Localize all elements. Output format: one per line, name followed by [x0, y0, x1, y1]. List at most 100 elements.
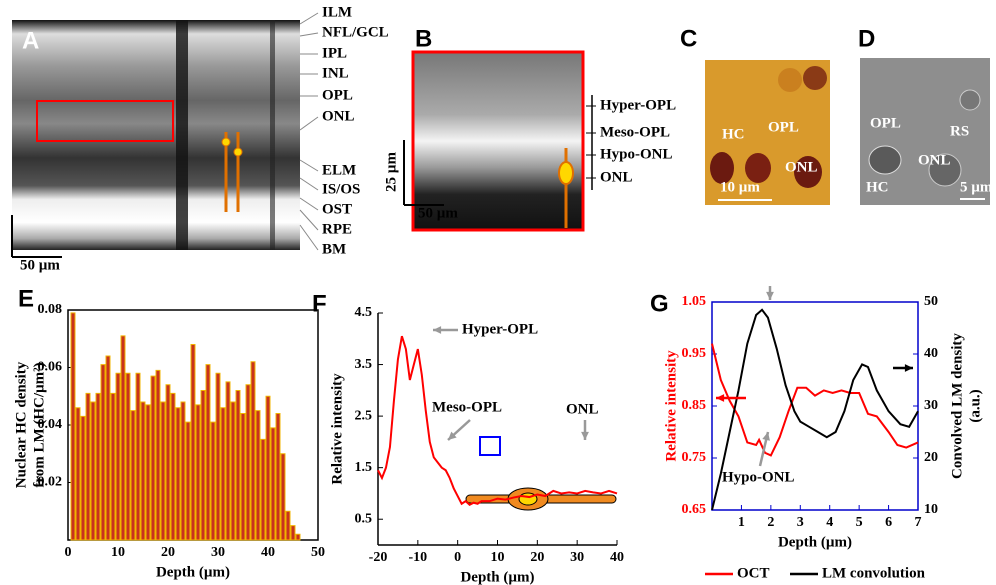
legend-label: OCT	[737, 565, 770, 581]
image-label: OPL	[768, 119, 799, 135]
panel-d-image	[860, 58, 990, 205]
bar	[80, 415, 86, 541]
x-tick-label: 20	[530, 550, 544, 565]
bar	[195, 404, 201, 541]
bar	[280, 453, 286, 541]
scale-label: 25 µm	[383, 152, 399, 192]
scale-label: 50 µm	[20, 257, 60, 273]
image-label: HC	[866, 179, 889, 195]
x-tick-label: 10	[491, 550, 505, 565]
layer-label: Hyper-OPL	[600, 97, 676, 113]
bar	[225, 381, 231, 541]
y2-axis-label: (a.u.)	[967, 389, 983, 422]
layer-label: ONL	[600, 169, 633, 185]
layer-label: OST	[322, 201, 352, 217]
y-tick-label: 0.75	[682, 450, 707, 465]
layer-label: OPL	[322, 87, 353, 103]
x-tick-label: 6	[885, 515, 892, 530]
x-tick-label: 40	[261, 545, 275, 560]
bar	[185, 421, 191, 541]
arrow-head	[766, 291, 774, 300]
bar	[100, 364, 106, 541]
y-tick-label: 0.06	[38, 360, 63, 375]
bar	[190, 344, 196, 541]
panel-label: F	[312, 290, 327, 317]
annotation: ONL	[566, 401, 599, 417]
x-tick-label: 10	[111, 545, 125, 560]
x-tick-label: -20	[369, 550, 388, 565]
panel-b-image	[403, 50, 593, 232]
bar	[175, 407, 181, 541]
bar	[160, 401, 166, 541]
scale-label: 10 µm	[720, 179, 760, 195]
bar	[295, 533, 301, 541]
arrow-head	[904, 364, 913, 372]
bar	[130, 410, 136, 541]
bar	[240, 413, 246, 541]
layer-label: IS/OS	[322, 181, 360, 197]
y-axis-label: Relative intensity	[329, 373, 345, 485]
bar	[70, 312, 76, 541]
y-axis-label: Relative intensity	[663, 350, 679, 462]
leader-line	[299, 116, 319, 131]
x-tick-label: 2	[767, 515, 774, 530]
x-tick-label: 3	[797, 515, 804, 530]
y-axis-label: from LM (HC/µm²)	[31, 362, 47, 487]
layer-label: ILM	[322, 4, 352, 20]
x-axis-label: Depth (µm)	[156, 564, 230, 580]
scale-label: 50 µm	[418, 205, 458, 221]
x-tick-label: 7	[915, 515, 922, 530]
bar	[260, 438, 266, 541]
bar	[210, 421, 216, 541]
bar	[120, 335, 126, 541]
bar	[265, 395, 271, 541]
layer-label: IPL	[322, 45, 347, 61]
x-axis-label: Depth (µm)	[460, 569, 534, 585]
bar	[115, 372, 121, 541]
y2-axis-label: Convolved LM density	[949, 333, 965, 479]
y-tick-label: 0.04	[38, 417, 63, 432]
y2-tick-label: 50	[924, 294, 938, 309]
layer-label: INL	[322, 65, 349, 81]
bar	[140, 401, 146, 541]
image-label: RS	[950, 123, 969, 139]
bar	[255, 410, 261, 541]
bar	[290, 525, 296, 541]
panel-label: A	[22, 27, 39, 54]
x-axis-label: Depth (µm)	[778, 534, 852, 550]
bar	[135, 372, 141, 541]
scale-label: 5 µm	[960, 179, 993, 195]
x-tick-label: 5	[856, 515, 863, 530]
annotation: Hyper-OPL	[462, 321, 538, 337]
x-tick-label: 40	[610, 550, 624, 565]
data-line	[711, 308, 919, 511]
layer-label: ELM	[322, 162, 356, 178]
panel-label: G	[650, 290, 669, 317]
x-tick-label: 0	[65, 545, 72, 560]
layer-label: Hypo-ONL	[600, 146, 673, 162]
bar	[285, 510, 291, 541]
x-tick-label: 4	[826, 515, 833, 530]
arrow-head	[762, 432, 770, 441]
bar	[220, 407, 226, 541]
data-line	[711, 343, 919, 457]
image-label: HC	[722, 126, 745, 142]
y-tick-label: 2.5	[355, 408, 373, 423]
bar	[95, 392, 101, 541]
y-tick-label: 1.5	[355, 460, 373, 475]
layer-label: BM	[322, 241, 346, 257]
bar	[150, 375, 156, 541]
arrow-head	[716, 394, 725, 402]
arrow-head	[581, 431, 589, 440]
legend-label: LM convolution	[822, 565, 926, 581]
leader-line	[299, 197, 319, 211]
panel-c-image	[705, 60, 830, 205]
bar	[105, 355, 111, 541]
panel-label: C	[680, 25, 697, 52]
bar	[205, 364, 211, 541]
layer-label: NFL/GCL	[322, 24, 389, 40]
bar	[145, 404, 151, 541]
data-line	[377, 335, 618, 506]
annotation: Meso-OPL	[432, 399, 502, 415]
bar	[270, 427, 276, 541]
